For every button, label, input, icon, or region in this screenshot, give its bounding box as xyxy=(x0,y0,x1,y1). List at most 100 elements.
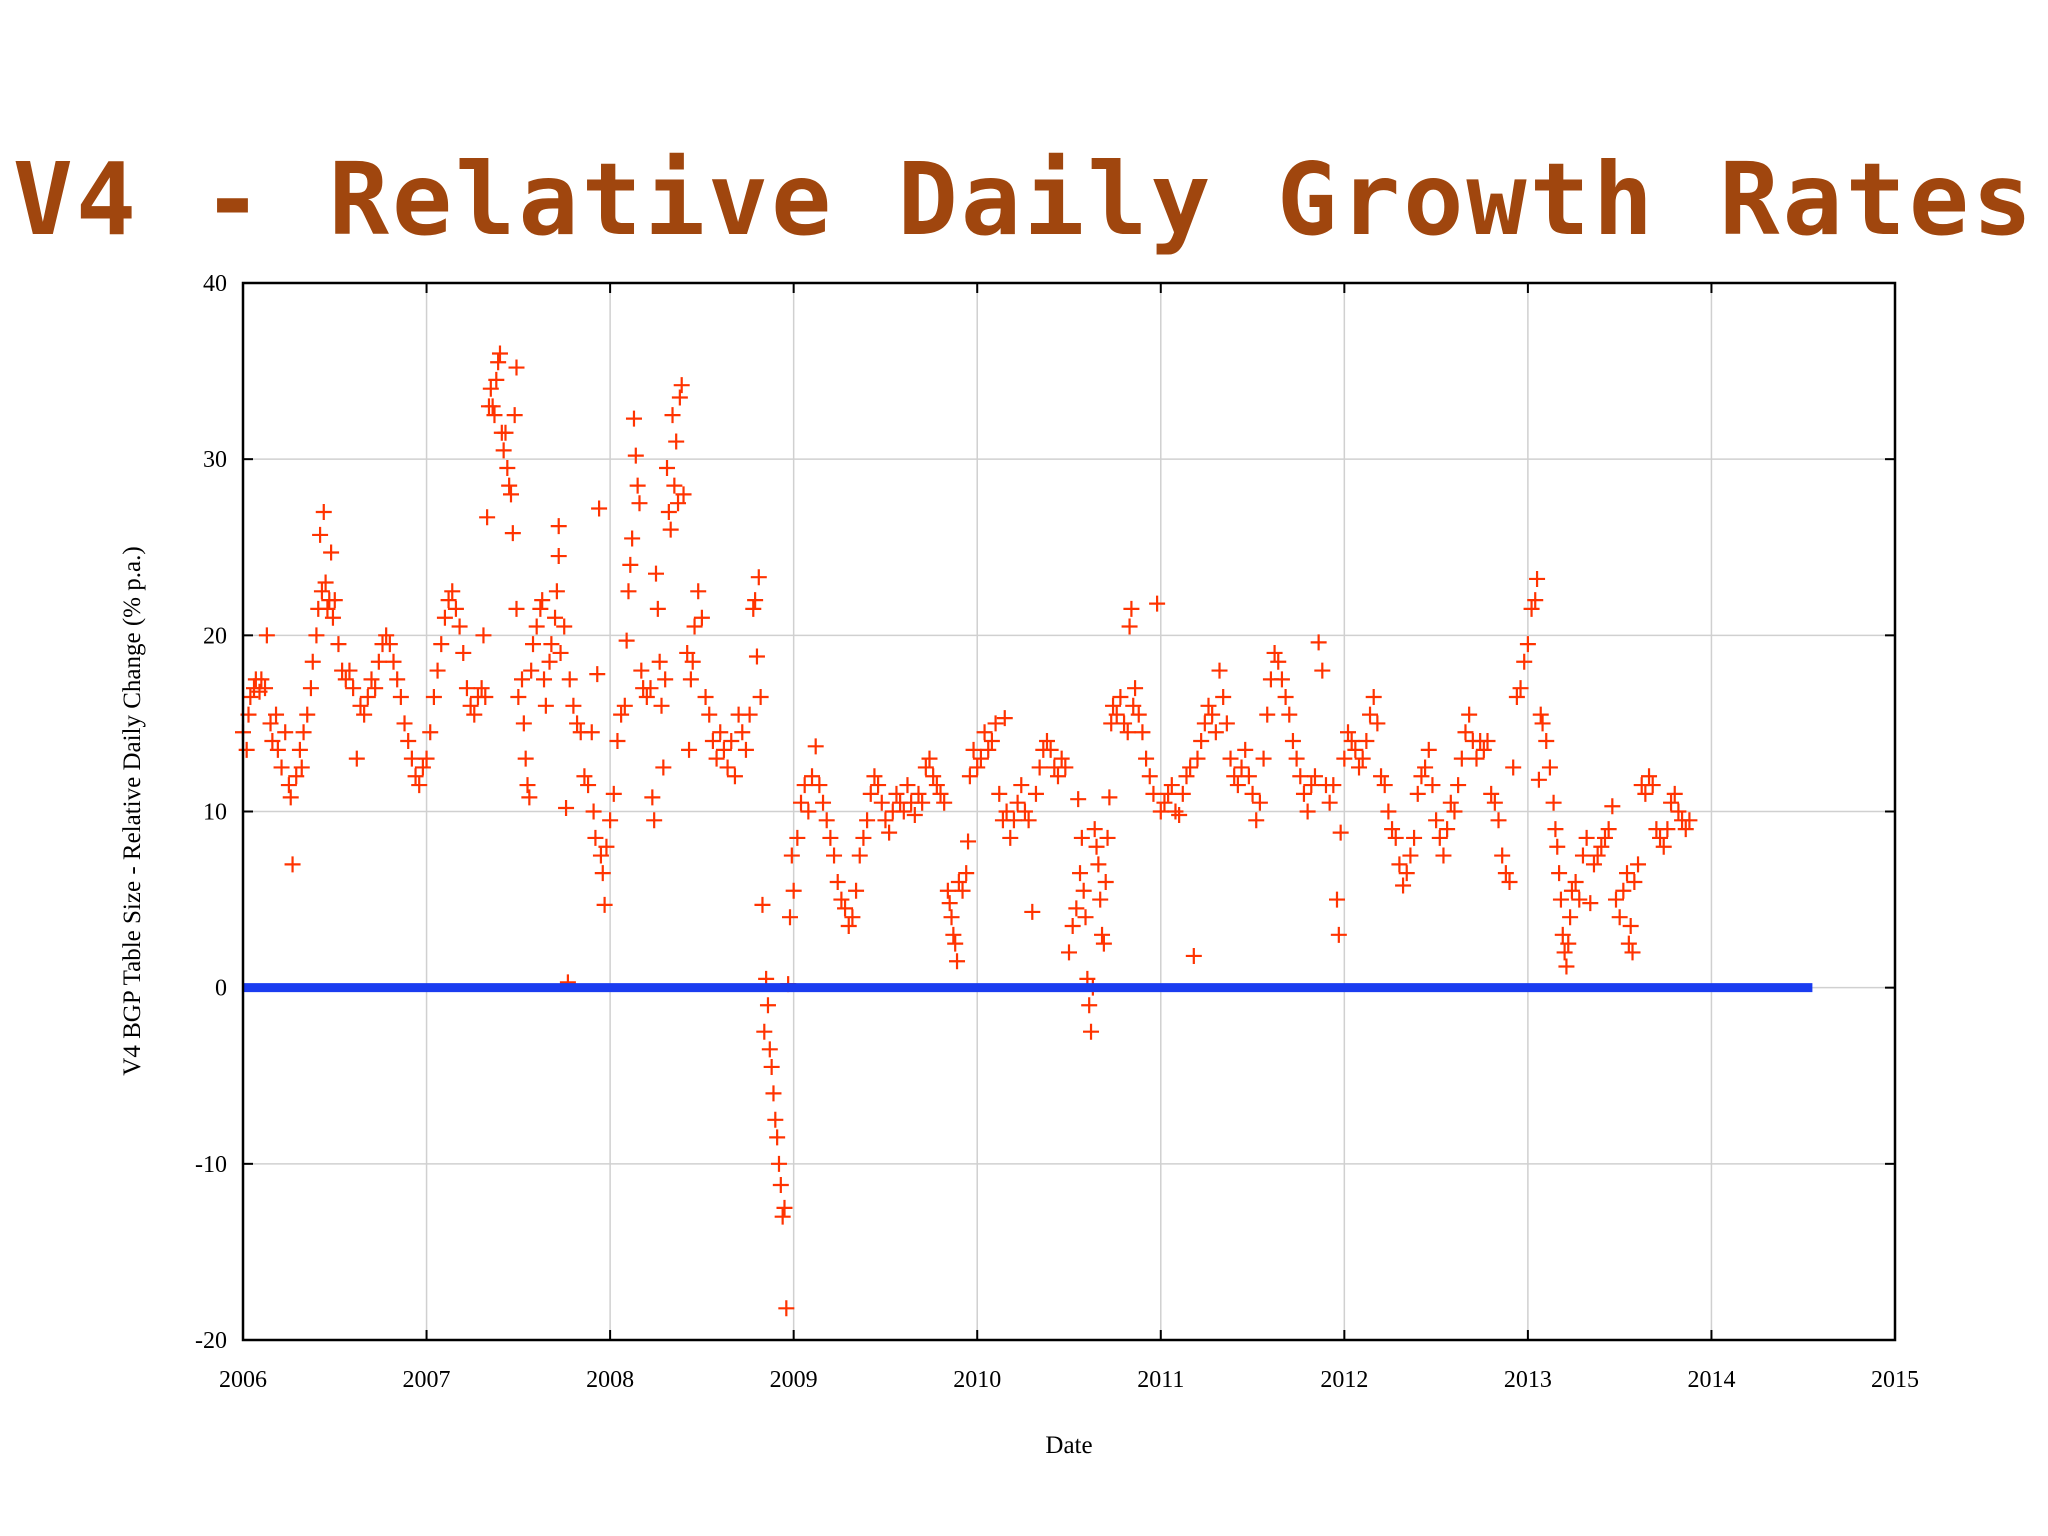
data-point xyxy=(1626,873,1643,890)
data-point xyxy=(447,600,464,617)
data-point xyxy=(475,627,492,644)
data-point xyxy=(1156,794,1173,811)
data-point xyxy=(1292,768,1309,785)
data-point xyxy=(752,688,769,705)
data-point xyxy=(1105,697,1122,714)
data-point xyxy=(638,688,655,705)
data-point xyxy=(1593,838,1610,855)
data-point xyxy=(1446,803,1463,820)
data-point xyxy=(726,768,743,785)
data-point xyxy=(936,794,953,811)
data-point xyxy=(704,733,721,750)
data-point xyxy=(947,935,964,952)
data-point xyxy=(1295,785,1312,802)
data-point xyxy=(337,671,354,688)
data-point xyxy=(598,838,615,855)
data-point xyxy=(1529,570,1546,587)
data-point xyxy=(1450,777,1467,794)
data-point xyxy=(341,662,358,679)
data-point xyxy=(569,715,586,732)
data-point xyxy=(804,768,821,785)
data-point xyxy=(1336,750,1353,767)
data-point xyxy=(308,627,325,644)
data-point xyxy=(723,733,740,750)
data-point xyxy=(1343,733,1360,750)
data-point xyxy=(649,600,666,617)
data-point xyxy=(519,777,536,794)
data-point xyxy=(778,1300,795,1317)
data-point xyxy=(1571,891,1588,908)
data-point xyxy=(1523,600,1540,617)
data-point xyxy=(1073,829,1090,846)
plot-frame xyxy=(241,281,1897,1342)
data-point xyxy=(1134,724,1151,741)
data-point xyxy=(407,768,424,785)
data-point xyxy=(1619,865,1636,882)
data-point xyxy=(1077,909,1094,926)
data-point xyxy=(627,447,644,464)
data-point xyxy=(587,829,604,846)
x-tick-label: 2012 xyxy=(1320,1367,1368,1393)
data-point xyxy=(1659,821,1676,838)
data-point xyxy=(411,777,428,794)
data-point xyxy=(939,882,956,899)
data-point xyxy=(258,627,275,644)
data-point xyxy=(1519,636,1536,653)
data-point xyxy=(954,882,971,899)
data-point xyxy=(983,733,1000,750)
data-point xyxy=(1376,777,1393,794)
data-point xyxy=(949,953,966,970)
data-point xyxy=(631,495,648,512)
data-point xyxy=(1340,724,1356,741)
data-point xyxy=(1088,838,1105,855)
data-point xyxy=(1666,785,1683,802)
data-point xyxy=(693,609,710,626)
data-point xyxy=(837,900,854,917)
data-point xyxy=(651,653,668,670)
data-point xyxy=(345,680,362,697)
data-point xyxy=(662,521,679,538)
data-point xyxy=(668,433,685,450)
data-point xyxy=(319,600,336,617)
data-point xyxy=(1303,777,1320,794)
data-point xyxy=(284,856,301,873)
data-point xyxy=(870,777,887,794)
data-point xyxy=(866,768,883,785)
data-point xyxy=(565,697,582,714)
data-point xyxy=(785,882,802,899)
data-point xyxy=(776,1199,793,1216)
data-point xyxy=(1574,847,1591,864)
data-point xyxy=(1420,741,1437,758)
data-point xyxy=(840,918,857,935)
data-point xyxy=(998,803,1015,820)
data-point xyxy=(525,636,542,653)
data-point xyxy=(550,548,567,565)
data-point xyxy=(1193,733,1210,750)
data-point xyxy=(1373,768,1390,785)
x-tick-label: 2014 xyxy=(1687,1367,1735,1393)
data-point xyxy=(712,724,729,741)
data-point xyxy=(873,794,890,811)
data-point xyxy=(1490,812,1507,829)
data-point xyxy=(969,759,986,776)
data-point xyxy=(1306,768,1323,785)
data-point xyxy=(1141,768,1158,785)
data-point xyxy=(1600,821,1617,838)
data-point xyxy=(1097,873,1114,890)
data-point xyxy=(1002,829,1019,846)
data-point xyxy=(818,812,835,829)
data-point xyxy=(1402,847,1419,864)
data-point xyxy=(548,583,565,600)
y-axis-title: V4 BGP Table Size - Relative Daily Chang… xyxy=(119,546,146,1075)
data-point xyxy=(510,688,527,705)
data-point xyxy=(323,544,340,561)
data-point xyxy=(1255,750,1272,767)
data-point xyxy=(385,653,402,670)
data-point xyxy=(242,688,259,705)
data-point xyxy=(741,706,758,723)
data-point xyxy=(1428,812,1445,829)
data-point xyxy=(655,759,672,776)
data-point xyxy=(515,715,532,732)
data-point xyxy=(767,1111,784,1128)
data-point xyxy=(1365,688,1382,705)
